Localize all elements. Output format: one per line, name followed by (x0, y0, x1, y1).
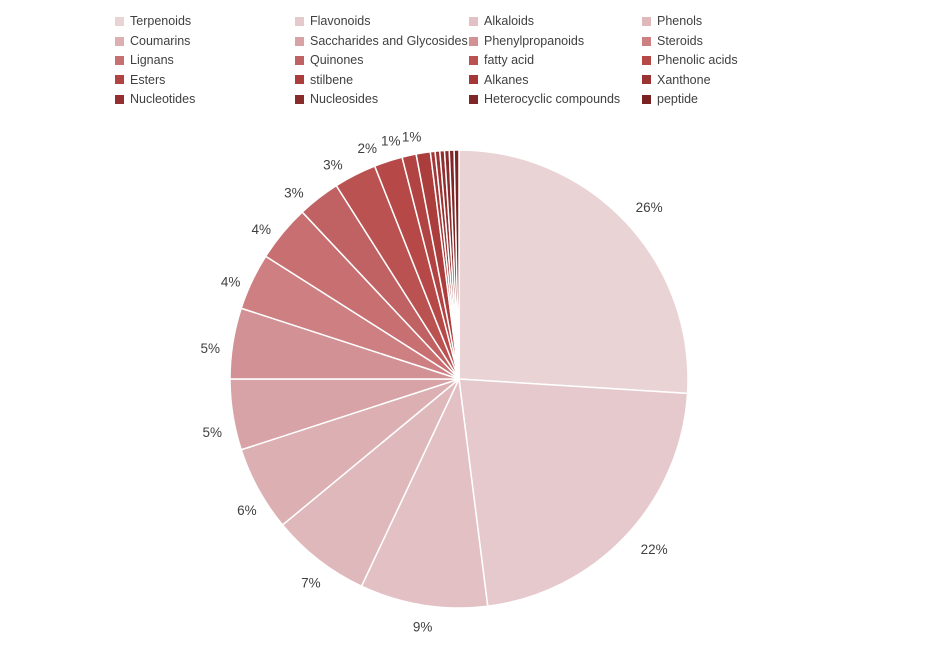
pie-percent-label: 4% (221, 275, 241, 290)
legend-swatch-icon (642, 17, 651, 27)
pie-percent-label: 5% (202, 425, 222, 440)
legend-label: Coumarins (130, 33, 191, 48)
legend-swatch-icon (115, 75, 124, 85)
legend-item-stilbene: stilbene (295, 70, 469, 89)
legend-swatch-icon (642, 75, 651, 85)
legend-label: Phenylpropanoids (484, 33, 585, 48)
legend-label: Saccharides and Glycosides (310, 33, 468, 48)
legend-item-alkanes: Alkanes (469, 70, 642, 89)
legend-swatch-icon (469, 94, 478, 104)
pie-percent-label: 26% (636, 200, 663, 215)
legend-swatch-icon (295, 55, 304, 65)
legend-item-alkaloids: Alkaloids (469, 12, 642, 31)
legend-item-xanthone: Xanthone (642, 70, 738, 89)
pie-slice-flavonoids (458, 378, 689, 607)
legend-label: peptide (657, 92, 699, 106)
legend-label: Xanthone (657, 72, 711, 87)
legend-item-flavonoids: Flavonoids (295, 12, 469, 31)
legend-item-terpenoids: Terpenoids (115, 12, 295, 31)
legend-item-fatty-acid: fatty acid (469, 51, 642, 70)
legend-label: Lignans (130, 53, 174, 68)
pie-slice-terpenoids (458, 149, 689, 395)
legend-item-nucleotides: Nucleotides (115, 90, 295, 109)
legend-label: Quinones (310, 53, 364, 68)
legend-label: Esters (130, 72, 166, 87)
pie-percent-label: 2% (358, 141, 378, 156)
pie-slice-alkaloids (360, 378, 489, 609)
legend-item-phenylpropanoids: Phenylpropanoids (469, 31, 642, 50)
legend-swatch-icon (295, 75, 304, 85)
legend-label: Alkanes (484, 72, 529, 87)
legend-item-heterocyclic-compounds: Heterocyclic compounds (469, 90, 642, 109)
legend-swatch-icon (115, 94, 124, 104)
legend-label: fatty acid (484, 53, 535, 68)
pie-percent-label: 9% (413, 619, 433, 634)
legend-swatch-icon (469, 17, 478, 27)
pie-percent-label: 6% (237, 503, 257, 518)
pie-percent-label: 5% (200, 341, 220, 356)
pie-percent-label: 3% (284, 186, 304, 201)
legend-item-steroids: Steroids (642, 31, 738, 50)
legend-item-esters: Esters (115, 70, 295, 89)
legend-swatch-icon (642, 55, 651, 65)
legend-swatch-icon (469, 36, 478, 46)
legend-swatch-icon (295, 94, 304, 104)
legend-swatch-icon (642, 94, 651, 104)
legend-label: Nucleotides (130, 92, 196, 106)
pie-percent-label: 3% (323, 158, 343, 173)
legend-item-phenols: Phenols (642, 12, 738, 31)
legend-swatch-icon (115, 55, 124, 65)
legend-swatch-icon (115, 17, 124, 27)
pie-percent-label: 1% (402, 130, 422, 145)
pie-percent-label: 4% (251, 222, 271, 237)
legend-item-nucleosides: Nucleosides (295, 90, 469, 109)
legend-item-lignans: Lignans (115, 51, 295, 70)
legend-item-phenolic-acids: Phenolic acids (642, 51, 738, 70)
legend-swatch-icon (642, 36, 651, 46)
legend-label: Phenols (657, 14, 703, 29)
chart-legend: Terpenoids Flavonoids Alkaloids Phenols Coum… (115, 12, 738, 109)
legend-label: Heterocyclic compounds (484, 92, 621, 106)
legend-swatch-icon (295, 36, 304, 46)
legend-label: Nucleosides (310, 92, 379, 106)
pie-slice-peptide (453, 149, 460, 380)
legend-swatch-icon (295, 17, 304, 27)
legend-swatch-icon (115, 36, 124, 46)
legend-swatch-icon (469, 55, 478, 65)
pie-percent-label: 22% (641, 542, 668, 557)
legend-label: Flavonoids (310, 14, 371, 29)
legend-label: Steroids (657, 33, 703, 48)
legend-label: Alkaloids (484, 14, 535, 29)
legend-label: stilbene (310, 72, 354, 87)
legend-item-peptide: peptide (642, 90, 738, 109)
legend-item-coumarins: Coumarins (115, 31, 295, 50)
legend-item-saccharides-and-glycosides: Saccharides and Glycosides (295, 31, 469, 50)
legend-label: Terpenoids (130, 14, 192, 29)
legend-swatch-icon (469, 75, 478, 85)
pie-percent-label: 7% (301, 575, 321, 590)
pie-percent-label: 1% (381, 134, 401, 149)
legend-label: Phenolic acids (657, 53, 738, 68)
legend-item-quinones: Quinones (295, 51, 469, 70)
